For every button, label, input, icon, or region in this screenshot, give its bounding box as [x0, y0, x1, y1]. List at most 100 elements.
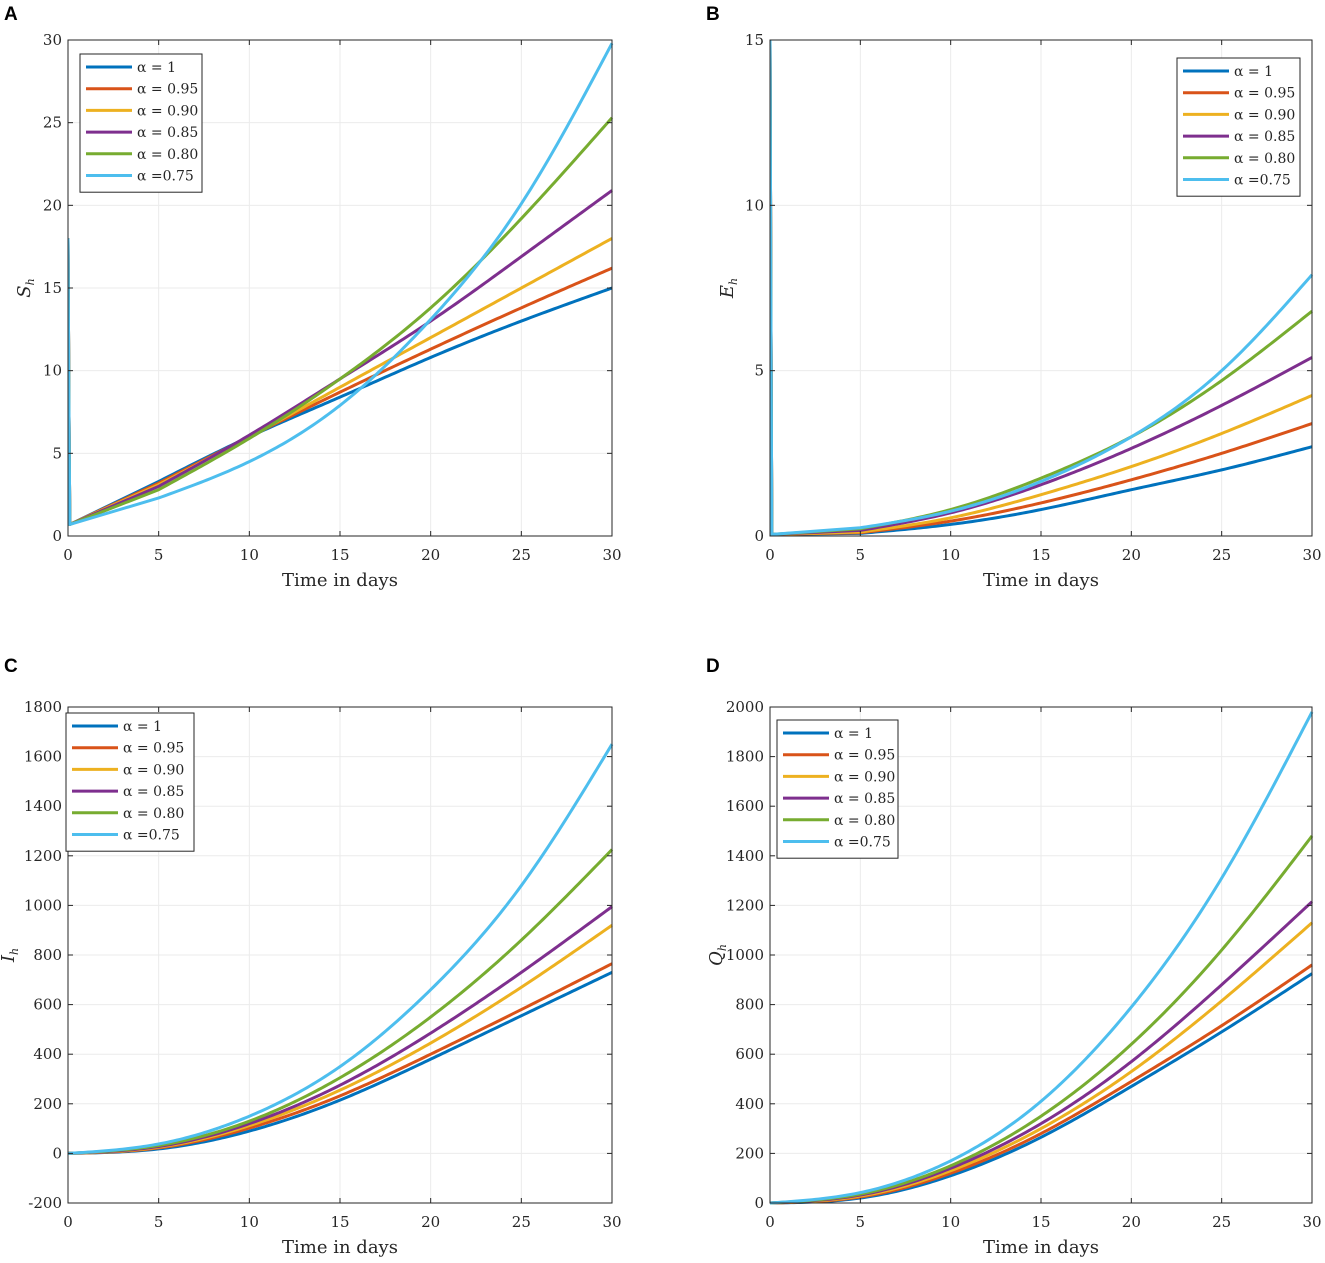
y-tick-label: 1400 — [24, 797, 62, 815]
panel-letter: B — [706, 4, 720, 25]
series-line-2 — [770, 39, 1313, 536]
x-tick-label: 5 — [154, 546, 164, 564]
panel-d: D 0 5 10 15 20 25 30 0 200 400 600 800 1000 1200 1400 16… — [706, 656, 1322, 1258]
y-tick-label: 1200 — [726, 896, 764, 914]
x-tick-label: 30 — [1302, 1213, 1321, 1231]
y-tick-label: 800 — [33, 946, 62, 964]
legend-label: α = 0.85 — [1234, 129, 1295, 145]
legend: α = 1 α = 0.95 α = 0.90 α = 0.85 α = 0.80 α =… — [776, 719, 899, 859]
series-group — [68, 743, 614, 1155]
legend-label: α = 0.80 — [137, 147, 198, 163]
panel-letter: D — [706, 656, 720, 677]
series-line-0 — [770, 39, 1313, 536]
x-tick-label: 25 — [512, 546, 531, 564]
y-axis-label: Sh — [14, 278, 37, 297]
y-tick-label: 1400 — [726, 847, 764, 865]
x-tick-label: 30 — [602, 1213, 621, 1231]
x-axis-label: Time in days — [983, 570, 1099, 591]
y-tick-label: 200 — [33, 1095, 62, 1113]
legend: α = 1 α = 0.95 α = 0.90 α = 0.85 α = 0.80 α =… — [1176, 57, 1301, 197]
y-axis-label-main: E — [717, 285, 738, 299]
x-tick-label: 15 — [330, 1213, 349, 1231]
legend-label: α = 0.80 — [123, 806, 184, 822]
series-line-5 — [770, 711, 1314, 1205]
legend-label: α = 0.80 — [1234, 151, 1295, 167]
y-axis-label: Ih — [0, 948, 21, 963]
series-line-4 — [68, 116, 614, 526]
y-axis-label-sub: h — [24, 278, 37, 285]
x-tick-label: 0 — [63, 546, 73, 564]
legend-label: α = 0.95 — [1234, 86, 1295, 102]
x-tick-label: 10 — [941, 1213, 960, 1231]
y-axis-label: Eh — [717, 278, 740, 299]
panel-c: C0 5 10 15 20 25 30-20002004006008001000120014… — [0, 656, 622, 1258]
y-tick-label: 800 — [735, 996, 764, 1014]
y-tick-label: 0 — [52, 1144, 62, 1162]
y-tick-label: 200 — [735, 1144, 764, 1162]
series-line-5 — [770, 39, 1314, 536]
y-tick-label: 1000 — [726, 946, 764, 964]
y-tick-label: 1000 — [24, 896, 62, 914]
y-tick-label: 400 — [33, 1045, 62, 1063]
legend-label: α = 0.80 — [834, 813, 895, 829]
y-tick-label: 400 — [735, 1095, 764, 1113]
panel-a: A 0 5 10 15 20 25 30 0 5 10 15 20 25 30 Time in days Sh α… — [4, 4, 622, 591]
legend-label: α = 1 — [137, 60, 176, 76]
series-line-3 — [770, 39, 1313, 536]
panel-letter: C — [4, 656, 18, 677]
y-axis-label-main: Q — [706, 951, 727, 966]
series-group — [68, 42, 614, 526]
x-tick-label: 10 — [240, 546, 259, 564]
x-tick-label: 5 — [856, 1213, 866, 1231]
y-tick-label: 1200 — [24, 847, 62, 865]
x-tick-label: 15 — [330, 546, 349, 564]
x-tick-label: 20 — [1122, 1213, 1141, 1231]
x-tick-label: 5 — [856, 546, 866, 564]
legend-label: α =0.75 — [123, 828, 180, 844]
x-tick-label: 25 — [1212, 1213, 1231, 1231]
legend-label: α =0.75 — [137, 169, 194, 185]
legend-label: α = 0.90 — [1234, 107, 1295, 123]
y-tick-label: 0 — [754, 1194, 764, 1212]
y-tick-label: 1800 — [726, 748, 764, 766]
legend-label: α = 0.90 — [123, 762, 184, 778]
x-tick-label: 20 — [1122, 546, 1141, 564]
y-tick-label: 20 — [43, 196, 62, 214]
y-tick-label: 0 — [754, 527, 764, 545]
y-tick-label: 1800 — [24, 698, 62, 716]
y-tick-label: 1600 — [726, 797, 764, 815]
y-axis-label: Qh — [706, 944, 729, 966]
legend-label: α = 0.95 — [123, 741, 184, 757]
y-axis-label-sub: h — [716, 944, 729, 951]
x-axis-label: Time in days — [282, 570, 398, 591]
series-group — [770, 39, 1314, 536]
series-line-3 — [68, 189, 613, 526]
legend-label: α = 0.95 — [834, 748, 895, 764]
legend-label: α = 0.95 — [137, 82, 198, 98]
x-tick-label: 25 — [512, 1213, 531, 1231]
legend-box — [776, 719, 899, 859]
panel-letter: A — [4, 4, 18, 25]
y-tick-label: 15 — [43, 279, 62, 297]
legend-label: α = 1 — [1234, 64, 1273, 80]
x-tick-label: 20 — [421, 1213, 440, 1231]
y-tick-label: -200 — [28, 1194, 62, 1212]
x-tick-label: 25 — [1212, 546, 1231, 564]
x-tick-label: 0 — [765, 1213, 775, 1231]
x-tick-label: 10 — [240, 1213, 259, 1231]
legend-label: α =0.75 — [1234, 173, 1291, 189]
x-tick-label: 0 — [765, 546, 775, 564]
legend: α = 1 α = 0.95 α = 0.90 α = 0.85 α = 0.80 α =… — [79, 53, 203, 193]
series-line-1 — [770, 39, 1313, 536]
legend-label: α = 1 — [834, 726, 873, 742]
y-tick-label: 15 — [745, 31, 764, 49]
y-tick-label: 25 — [43, 114, 62, 132]
legend-box — [65, 712, 195, 852]
y-tick-label: 30 — [43, 31, 62, 49]
y-axis-label-main: I — [0, 954, 19, 963]
y-tick-label: 5 — [754, 362, 764, 380]
legend-label: α = 0.90 — [834, 769, 895, 785]
x-tick-label: 10 — [941, 546, 960, 564]
